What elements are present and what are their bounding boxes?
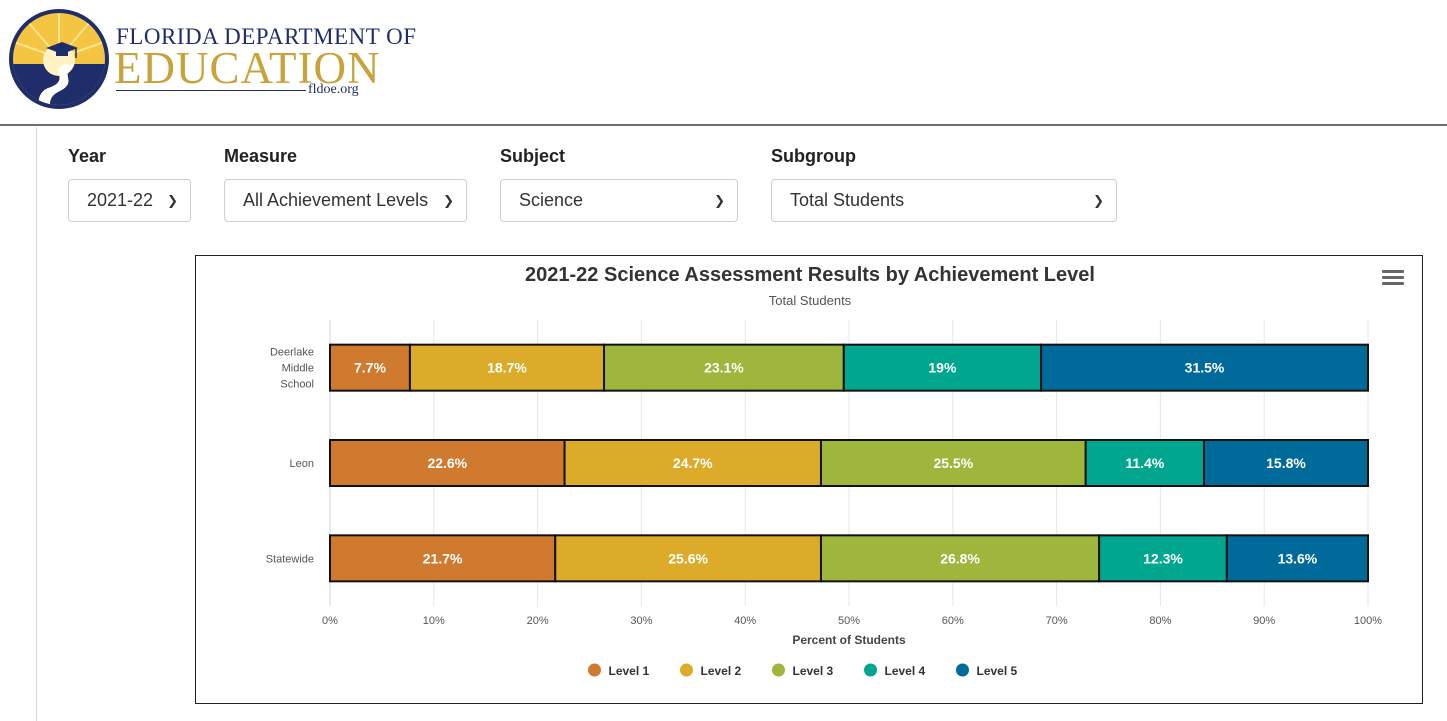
data-label: 31.5% xyxy=(1185,360,1225,376)
subject-select[interactable]: Science ❯ xyxy=(500,179,738,222)
x-tick-label: 80% xyxy=(1149,615,1171,627)
chart-container: 2021-22 Science Assessment Results by Ac… xyxy=(195,255,1423,704)
category-label: Statewide xyxy=(266,553,314,565)
x-tick-label: 30% xyxy=(630,615,652,627)
logo-url: fldoe.org xyxy=(308,82,359,97)
x-tick-label: 60% xyxy=(942,615,964,627)
logo-wordmark: EDUCATION xyxy=(114,43,381,93)
bar-segment xyxy=(1202,439,1369,487)
data-label: 23.1% xyxy=(704,360,744,376)
hamburger-menu-icon[interactable] xyxy=(1382,270,1404,290)
x-tick-label: 70% xyxy=(1046,615,1068,627)
category-label: School xyxy=(280,379,314,391)
measure-label: Measure xyxy=(224,146,298,166)
data-label: 7.7% xyxy=(354,360,386,376)
measure-select-value: All Achievement Levels xyxy=(243,190,429,210)
x-tick-label: 0% xyxy=(322,615,338,627)
bar-segment xyxy=(1084,439,1205,487)
stacked-bar-chart: 0% 10% 20% 30% 40% 50% 60% 70% 80% 90% 100% Percent… xyxy=(266,320,1382,678)
chart-subtitle: Total Students xyxy=(768,293,852,308)
legend-item: Level 1 xyxy=(609,664,650,678)
bar-segment xyxy=(1040,343,1370,392)
x-tick-label: 100% xyxy=(1354,615,1382,627)
subject-select-value: Science xyxy=(519,190,584,210)
x-tick-label: 40% xyxy=(734,615,756,627)
bar-segment xyxy=(1098,534,1228,583)
legend-item: Level 2 xyxy=(701,664,742,678)
content-left-border xyxy=(36,127,37,721)
subgroup-label: Subgroup xyxy=(771,146,856,166)
site-header: FLORIDA DEPARTMENT OF EDUCATION fldoe.or… xyxy=(0,0,1447,126)
bar-segment xyxy=(842,343,1043,392)
chevron-down-icon: ❯ xyxy=(443,193,454,208)
x-tick-label: 10% xyxy=(423,615,445,627)
legend-marker xyxy=(772,663,785,677)
subgroup-select-value: Total Students xyxy=(790,190,905,210)
x-axis-title: Percent of Students xyxy=(792,633,906,647)
bar-segment xyxy=(563,439,822,487)
year-label: Year xyxy=(68,146,107,166)
category-label: Leon xyxy=(290,458,314,470)
legend-item: Level 5 xyxy=(977,664,1018,678)
legend-marker xyxy=(956,663,969,677)
x-tick-label: 90% xyxy=(1253,615,1275,627)
x-tick-label: 20% xyxy=(527,615,549,627)
legend-item: Level 3 xyxy=(793,664,834,678)
bar-segment xyxy=(329,534,557,583)
bar-segment xyxy=(819,439,1087,487)
legend-item: Level 4 xyxy=(885,664,926,678)
measure-select[interactable]: All Achievement Levels ❯ xyxy=(224,179,467,222)
chevron-down-icon: ❯ xyxy=(167,193,178,208)
data-label: 12.3% xyxy=(1143,550,1183,566)
data-label: 21.7% xyxy=(423,550,463,566)
fldoe-seal-icon xyxy=(9,9,109,109)
data-label: 26.8% xyxy=(940,550,980,566)
data-label: 13.6% xyxy=(1278,550,1318,566)
fldoe-logo[interactable]: FLORIDA DEPARTMENT OF EDUCATION fldoe.or… xyxy=(8,8,416,112)
logo-rule xyxy=(116,90,306,91)
data-label: 18.7% xyxy=(487,360,527,376)
subject-label: Subject xyxy=(500,146,566,166)
x-tick-label: 50% xyxy=(838,615,860,627)
data-label: 24.7% xyxy=(673,455,713,471)
logo-title: FLORIDA DEPARTMENT OF xyxy=(116,24,417,49)
chevron-down-icon: ❯ xyxy=(714,193,725,208)
bar-segment xyxy=(329,343,411,392)
data-label: 15.8% xyxy=(1266,455,1306,471)
bar-segment xyxy=(1225,534,1370,583)
data-label: 19% xyxy=(928,360,957,376)
year-select-value: 2021-22 xyxy=(87,190,154,210)
legend-marker xyxy=(680,663,693,677)
category-label: Deerlake xyxy=(270,347,314,359)
legend-marker xyxy=(588,663,601,677)
bar-segment xyxy=(603,343,845,392)
data-label: 22.6% xyxy=(427,455,467,471)
subgroup-select[interactable]: Total Students ❯ xyxy=(771,179,1117,222)
data-label: 25.5% xyxy=(933,455,973,471)
legend-marker xyxy=(864,663,877,677)
category-label: Middle xyxy=(282,363,314,375)
bar-segment xyxy=(554,534,822,583)
chevron-down-icon: ❯ xyxy=(1093,193,1104,208)
data-label: 25.6% xyxy=(668,550,708,566)
chart-title: 2021-22 Science Assessment Results by Ac… xyxy=(525,264,1095,286)
year-select[interactable]: 2021-22 ❯ xyxy=(68,179,191,222)
data-label: 11.4% xyxy=(1125,455,1164,471)
